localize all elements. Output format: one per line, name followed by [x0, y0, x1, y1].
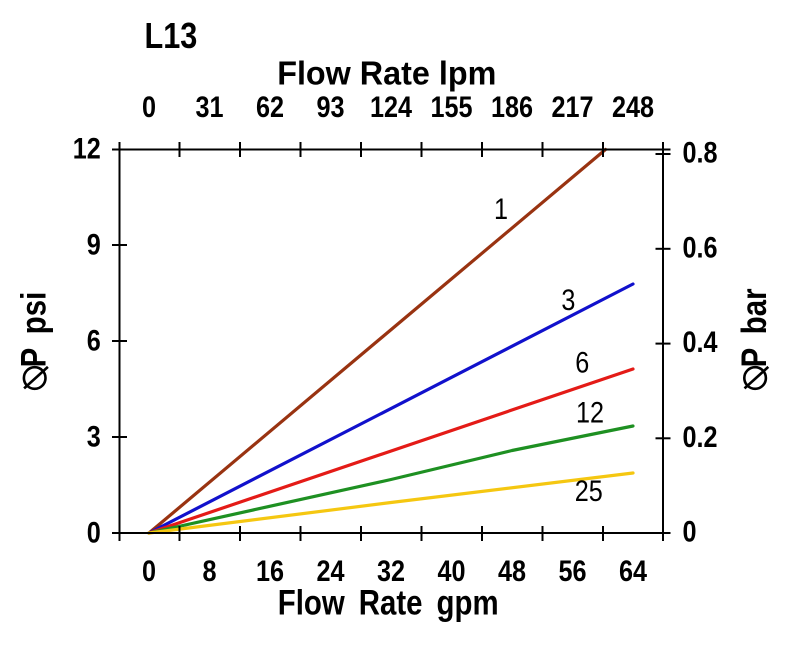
svg-text:Flow Rate gpm: Flow Rate gpm [278, 583, 499, 622]
svg-text:0: 0 [142, 90, 156, 124]
svg-text:16: 16 [256, 554, 284, 588]
svg-text:0.2: 0.2 [683, 420, 718, 454]
svg-text:3: 3 [87, 420, 101, 454]
svg-text:P psi: P psi [14, 292, 53, 368]
svg-text:0.6: 0.6 [683, 230, 718, 264]
svg-text:0: 0 [87, 516, 101, 550]
svg-text:0.8: 0.8 [683, 135, 718, 169]
svg-text:32: 32 [377, 554, 405, 588]
svg-text:8: 8 [202, 554, 216, 588]
svg-text:Flow Rate lpm: Flow Rate lpm [277, 54, 496, 91]
svg-text:6: 6 [87, 324, 101, 358]
svg-text:1: 1 [494, 192, 508, 226]
svg-text:12: 12 [576, 395, 604, 429]
svg-text:0: 0 [142, 554, 156, 588]
svg-text:40: 40 [437, 554, 465, 588]
svg-text:9: 9 [87, 228, 101, 262]
svg-text:0.4: 0.4 [683, 325, 719, 359]
svg-text:31: 31 [195, 90, 223, 124]
svg-text:186: 186 [491, 90, 533, 124]
svg-text:124: 124 [370, 90, 413, 124]
svg-text:P bar: P bar [735, 288, 774, 367]
svg-text:217: 217 [551, 90, 593, 124]
svg-text:155: 155 [430, 90, 472, 124]
svg-text:93: 93 [316, 90, 344, 124]
svg-text:48: 48 [498, 554, 526, 588]
svg-text:6: 6 [575, 345, 589, 379]
svg-text:25: 25 [575, 474, 603, 508]
svg-text:3: 3 [561, 283, 575, 317]
svg-text:24: 24 [316, 554, 345, 588]
svg-text:12: 12 [73, 132, 101, 166]
svg-text:0: 0 [683, 515, 697, 549]
svg-text:64: 64 [619, 554, 648, 588]
svg-text:56: 56 [558, 554, 586, 588]
svg-text:62: 62 [256, 90, 284, 124]
svg-text:L13: L13 [145, 16, 198, 57]
svg-text:248: 248 [612, 90, 654, 124]
